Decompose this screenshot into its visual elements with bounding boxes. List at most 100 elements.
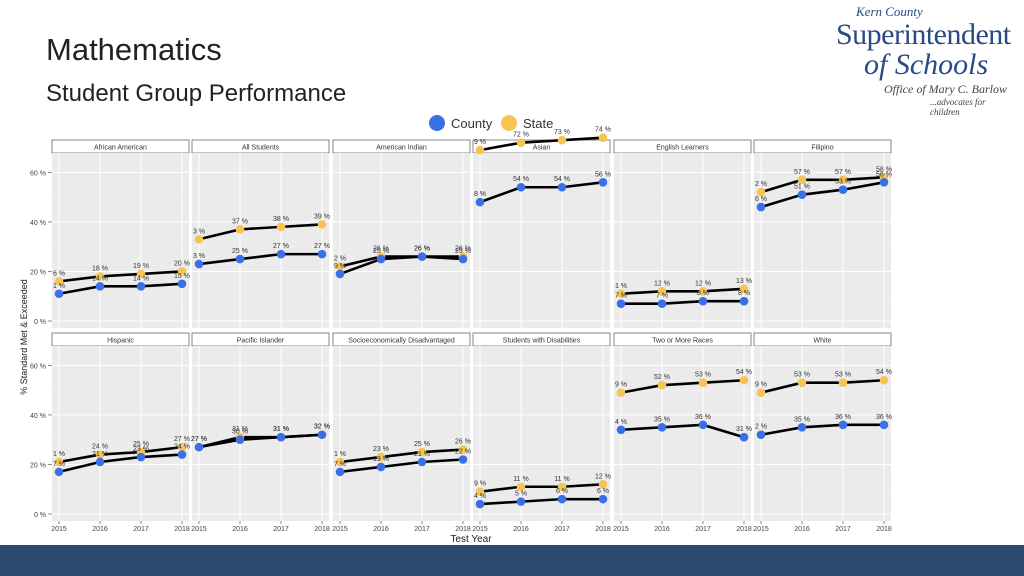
county-data-point — [276, 432, 286, 442]
county-data-label: 36 % — [835, 414, 851, 421]
county-data-point — [475, 197, 485, 207]
y-tick-label: 60 % — [30, 170, 46, 177]
x-tick-label: 2017 — [554, 526, 570, 533]
state-data-label: 1 % — [615, 283, 627, 290]
panel-plot-area — [754, 153, 891, 328]
logo-line-4: Office of Mary C. Barlow — [884, 82, 1007, 96]
state-data-label: 26 % — [455, 439, 471, 446]
county-data-point — [616, 425, 626, 435]
county-data-label: 6 % — [597, 488, 609, 495]
state-data-point — [557, 482, 567, 492]
county-data-label: 4 % — [615, 419, 627, 426]
county-data-label: 5 % — [515, 491, 527, 498]
county-data-point — [177, 450, 187, 459]
state-data-point — [177, 267, 187, 276]
county-data-label: 27 % — [314, 243, 330, 250]
state-data-label: 11 % — [554, 476, 569, 483]
page-title: Mathematics — [46, 32, 222, 67]
x-tick-label: 2016 — [794, 526, 810, 533]
county-data-label: 54 % — [554, 176, 570, 183]
x-tick-label: 2017 — [695, 526, 711, 533]
county-data-point — [516, 497, 526, 506]
state-data-label: 2 % — [334, 256, 346, 263]
y-tick-label: 20 % — [30, 462, 46, 469]
state-data-label: 12 % — [695, 280, 711, 287]
county-data-point — [516, 182, 526, 192]
county-series-line — [479, 497, 603, 506]
state-data-point — [598, 479, 608, 489]
county-series-line — [620, 423, 745, 439]
county-data-point — [136, 282, 146, 291]
county-data-point — [557, 182, 567, 192]
panel-title: Asian — [533, 145, 551, 152]
page-subtitle: Student Group Performance — [46, 80, 347, 107]
county-data-point — [417, 252, 427, 261]
state-data-label: 23 % — [373, 446, 389, 453]
county-data-point — [194, 442, 204, 452]
county-data-label: 21 % — [92, 451, 108, 458]
state-data-label: 57 % — [835, 169, 851, 176]
county-data-label: 4 % — [474, 493, 486, 500]
county-data-label: 19 % — [373, 456, 389, 463]
county-data-label: 31 % — [273, 426, 289, 433]
county-data-label: 27 % — [191, 436, 207, 443]
county-data-label: 31 % — [736, 426, 752, 433]
county-data-label: 1 % — [53, 283, 65, 290]
logo-line-2: Superintendent — [836, 18, 1011, 51]
county-data-label: 54 % — [513, 176, 529, 183]
panel-title: African American — [94, 145, 147, 152]
state-series-line — [58, 270, 183, 283]
panel-title: Socioeconomically Disadvantaged — [348, 338, 455, 345]
x-tick-label: 2017 — [273, 526, 289, 533]
county-data-label: 24 % — [174, 444, 190, 451]
state-data-label: 1 % — [53, 451, 65, 458]
panel-title: White — [814, 338, 832, 345]
x-tick-label: 2018 — [314, 526, 330, 533]
y-tick-label: 40 % — [30, 220, 46, 227]
county-data-point — [136, 452, 146, 462]
state-data-point — [335, 457, 345, 467]
county-series-line — [760, 423, 884, 437]
county-data-point — [797, 190, 807, 199]
county-data-label: 6 % — [556, 488, 568, 495]
county-data-label: 2 % — [755, 424, 767, 431]
y-tick-label: 60 % — [30, 363, 46, 370]
state-data-label: 38 % — [273, 216, 289, 223]
state-data-label: 11 % — [513, 476, 528, 483]
state-data-label: 32 % — [314, 424, 330, 431]
state-data-point — [797, 175, 807, 185]
state-series-line — [339, 448, 464, 464]
panel-plot-area — [52, 153, 189, 328]
county-data-point — [235, 254, 245, 264]
county-data-label: 25 % — [455, 248, 471, 255]
state-data-point — [95, 272, 105, 281]
county-series-line — [621, 299, 744, 305]
kern-county-logo: Kern County Superintendent of Schools Of… — [836, 4, 1016, 117]
county-series-line — [198, 252, 322, 266]
x-tick-label: 2016 — [232, 526, 248, 533]
county-series-line — [760, 181, 885, 209]
state-data-point — [136, 269, 146, 279]
state-data-label: 26 % — [455, 246, 471, 253]
state-data-label: 3 % — [193, 228, 205, 235]
x-tick-label: 2018 — [455, 526, 471, 533]
bottom-bar — [0, 545, 1024, 576]
state-data-label: 58 % — [876, 166, 892, 173]
state-series-line — [760, 176, 885, 194]
county-data-point — [879, 420, 889, 430]
faceted-line-chart: County State 0 % 20 % 40 % 60 % 0 % 20 % 40 % 60 … — [19, 115, 892, 545]
county-data-label: 14 % — [133, 275, 149, 282]
county-data-point — [797, 423, 807, 432]
county-data-point — [458, 254, 468, 264]
state-data-point — [417, 447, 427, 457]
state-data-label: 1 % — [334, 451, 346, 458]
state-data-point — [739, 375, 749, 385]
state-data-label: 53 % — [695, 372, 711, 379]
county-data-point — [417, 457, 427, 467]
state-data-point — [95, 450, 105, 459]
county-data-point — [598, 494, 608, 504]
state-data-point — [458, 445, 468, 454]
county-data-point — [616, 299, 626, 308]
county-data-point — [879, 177, 889, 187]
county-data-label: 32 % — [314, 424, 330, 431]
